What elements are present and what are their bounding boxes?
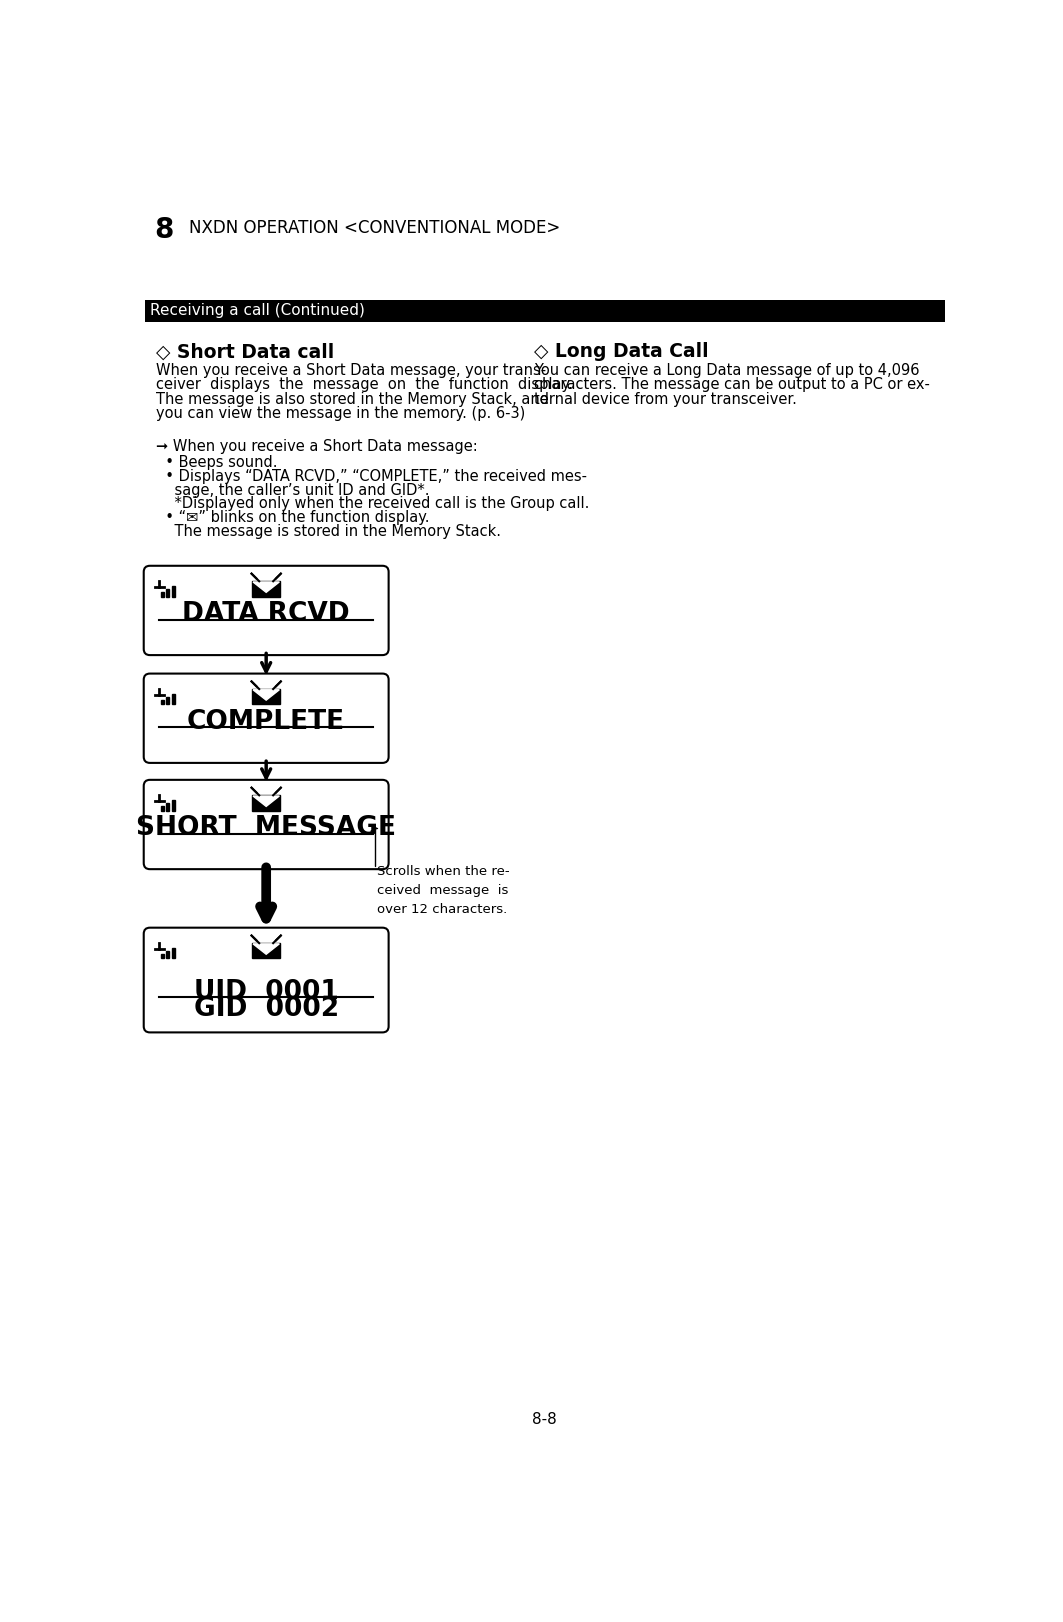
Bar: [166, 803, 169, 811]
Text: ◇ Short Data call: ◇ Short Data call: [156, 342, 335, 362]
Text: The message is stored in the Memory Stack.: The message is stored in the Memory Stac…: [156, 524, 501, 539]
Text: NXDN OPERATION <CONVENTIONAL MODE>: NXDN OPERATION <CONVENTIONAL MODE>: [188, 219, 560, 237]
Bar: [161, 954, 164, 959]
Text: Receiving a call (Continued): Receiving a call (Continued): [150, 303, 365, 318]
Bar: [171, 947, 174, 959]
Text: 8: 8: [154, 216, 174, 245]
Text: ternal device from your transceiver.: ternal device from your transceiver.: [535, 393, 797, 407]
Polygon shape: [253, 944, 280, 954]
Text: sage, the caller’s unit ID and GID*.: sage, the caller’s unit ID and GID*.: [156, 483, 429, 498]
Text: you can view the message in the memory. (p. 6-3): you can view the message in the memory. …: [156, 407, 525, 422]
FancyBboxPatch shape: [144, 566, 389, 655]
Text: 8-8: 8-8: [533, 1411, 557, 1427]
Text: ◇ Long Data Call: ◇ Long Data Call: [535, 342, 709, 362]
FancyBboxPatch shape: [144, 928, 389, 1032]
Polygon shape: [253, 689, 280, 701]
Text: GID  0002: GID 0002: [193, 996, 339, 1022]
Text: characters. The message can be output to a PC or ex-: characters. The message can be output to…: [535, 378, 930, 393]
Text: ceiver  displays  the  message  on  the  function  display.: ceiver displays the message on the funct…: [156, 378, 573, 393]
Text: The message is also stored in the Memory Stack, and: The message is also stored in the Memory…: [156, 393, 550, 407]
Text: • “✉” blinks on the function display.: • “✉” blinks on the function display.: [156, 511, 429, 526]
Text: DATA RCVD: DATA RCVD: [183, 602, 350, 628]
Text: • Beeps sound.: • Beeps sound.: [156, 454, 277, 470]
Text: COMPLETE: COMPLETE: [187, 709, 345, 735]
Bar: [161, 592, 164, 597]
Bar: [252, 689, 281, 704]
Text: You can receive a Long Data message of up to 4,096: You can receive a Long Data message of u…: [535, 362, 919, 378]
Text: *Displayed only when the received call is the Group call.: *Displayed only when the received call i…: [156, 496, 590, 511]
Bar: [252, 795, 281, 811]
Bar: [252, 581, 281, 597]
Text: SHORT  MESSAGE: SHORT MESSAGE: [136, 816, 396, 842]
FancyBboxPatch shape: [144, 780, 389, 869]
Polygon shape: [253, 582, 280, 592]
Bar: [161, 806, 164, 811]
Bar: [171, 586, 174, 597]
Text: When you receive a Short Data message, your trans-: When you receive a Short Data message, y…: [156, 362, 546, 378]
Bar: [161, 699, 164, 704]
Text: • Displays “DATA RCVD,” “COMPLETE,” the received mes-: • Displays “DATA RCVD,” “COMPLETE,” the …: [156, 469, 587, 483]
Text: Scrolls when the re-
ceived  message  is
over 12 characters.: Scrolls when the re- ceived message is o…: [377, 865, 509, 915]
Text: ➞ When you receive a Short Data message:: ➞ When you receive a Short Data message:: [156, 440, 478, 454]
FancyBboxPatch shape: [144, 673, 389, 762]
Bar: [145, 300, 945, 321]
Bar: [166, 589, 169, 597]
Bar: [171, 694, 174, 704]
Bar: [171, 800, 174, 811]
Text: UID  0001: UID 0001: [193, 978, 339, 1004]
Bar: [166, 950, 169, 959]
Bar: [166, 697, 169, 704]
Polygon shape: [253, 796, 280, 806]
Bar: [252, 942, 281, 959]
